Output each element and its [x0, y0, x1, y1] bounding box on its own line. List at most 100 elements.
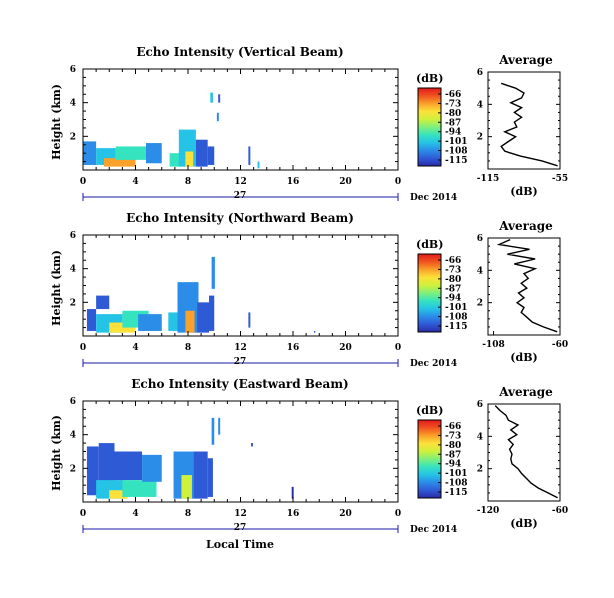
colorbar-tick-label: -101	[445, 469, 468, 479]
x-tick-label: 16	[287, 343, 300, 353]
x-tick-label: 16	[287, 509, 300, 519]
colorbar-tick-label: -73	[445, 99, 461, 109]
average-y-tick-label: 2	[477, 465, 483, 475]
average-xlabel: (dB)	[510, 351, 537, 364]
average-y-tick-label: 6	[477, 234, 483, 244]
colorbar-tick-label: -80	[445, 441, 461, 451]
colorbar-tick-label: -115	[445, 156, 468, 166]
colorbar-tick-label: -108	[445, 479, 468, 489]
average-x-tick-label: -60	[552, 340, 568, 350]
heatmap-cell	[169, 153, 181, 167]
heatmap-cell	[257, 161, 260, 169]
x-tick-label: 8	[185, 509, 191, 519]
colorbar-tick-label: -87	[445, 284, 461, 294]
date-bar: 27 Dec 2014	[82, 191, 457, 203]
heatmap-area	[82, 234, 399, 337]
colorbar-unit: (dB)	[416, 238, 443, 251]
x-tick-label: 4	[132, 177, 138, 187]
colorbar-gradient	[417, 419, 442, 499]
heatmap-cell	[96, 295, 110, 310]
heatmap-cell	[195, 139, 208, 167]
heatmap-cell	[209, 295, 215, 331]
colorbar-tick-label: -94	[445, 460, 461, 470]
panel-eastward: Echo Intensity (Eastward Beam) Height (k…	[50, 377, 568, 535]
average-title: Average	[498, 219, 553, 233]
panel-northward: Echo Intensity (Northward Beam) Height (…	[50, 211, 568, 369]
y-tick-label: 4	[70, 431, 76, 441]
heatmap-cell	[211, 417, 215, 445]
x-tick-label: 8	[185, 343, 191, 353]
heatmap-cell	[138, 314, 162, 331]
average-x-tick-label: -108	[482, 340, 505, 350]
day-label: 27	[234, 357, 247, 367]
average-y-tick-label: 6	[477, 400, 483, 410]
x-tick-label: 20	[339, 509, 352, 519]
panel-title: Echo Intensity (Vertical Beam)	[136, 45, 343, 59]
colorbar-gradient	[417, 253, 442, 333]
heatmap-area	[82, 68, 399, 171]
colorbar-tick-label: -101	[445, 303, 468, 313]
colorbar-tick-label: -73	[445, 265, 461, 275]
average-y-tick-label: 2	[477, 299, 483, 309]
average-y-tick-label: 4	[477, 266, 483, 276]
colorbar-gradient	[417, 87, 442, 167]
heatmap-cell	[86, 446, 99, 496]
heatmap-cell	[142, 454, 162, 482]
heatmap-cell	[207, 458, 213, 497]
x-tick-labels: 0 4 8 12 16 20 0	[80, 177, 401, 187]
x-tick-labels: 0 4 8 12 16 20 0	[80, 343, 401, 353]
x-axis-label: Local Time	[206, 538, 274, 551]
average-profile-line	[496, 238, 558, 333]
heatmap-cell	[251, 443, 253, 447]
y-tick-label: 6	[70, 397, 76, 407]
colorbar: -66-73-80-87-94-101-108-115	[417, 87, 468, 167]
heatmap-cell	[218, 94, 221, 103]
x-tick-label: 0	[395, 509, 401, 519]
colorbar-tick-label: -66	[445, 90, 461, 100]
date-bar: 27 Dec 2014	[82, 357, 457, 369]
colorbar-tick-label: -94	[445, 128, 461, 138]
heatmap-cell	[291, 486, 294, 499]
heatmap-cell	[83, 141, 97, 165]
panel-title: Echo Intensity (Northward Beam)	[126, 211, 354, 225]
heatmap-cell	[104, 158, 136, 167]
colorbar-tick-label: -66	[445, 422, 461, 432]
average-profile: 2 4 6 -108 -60	[477, 234, 568, 350]
average-x-tick-label: -120	[477, 506, 500, 516]
heatmap-cell	[86, 309, 97, 331]
colorbar-unit: (dB)	[416, 72, 443, 85]
x-tick-label: 4	[132, 509, 138, 519]
heatmap-cell	[168, 312, 181, 331]
heatmap-cell	[185, 151, 194, 167]
x-tick-label: 0	[80, 343, 86, 353]
colorbar-tick-label: -108	[445, 147, 468, 157]
heatmap-cell	[210, 92, 213, 103]
average-xlabel: (dB)	[510, 185, 537, 198]
colorbar-tick-label: -66	[445, 256, 461, 266]
colorbar-tick-label: -87	[445, 450, 461, 460]
y-axis-label: Height (km)	[50, 415, 63, 491]
x-tick-label: 20	[339, 343, 352, 353]
heatmap-cell	[193, 451, 208, 499]
panel-title: Echo Intensity (Eastward Beam)	[131, 377, 348, 391]
y-tick-label: 4	[70, 99, 76, 109]
average-y-tick-label: 4	[477, 100, 483, 110]
panel-vertical: Echo Intensity (Vertical Beam) Height (k…	[50, 45, 568, 203]
colorbar-tick-label: -80	[445, 109, 461, 119]
y-tick-label: 4	[70, 265, 76, 275]
heatmap-cell	[146, 143, 162, 164]
average-xlabel: (dB)	[510, 517, 537, 530]
heatmap-cell	[218, 417, 221, 435]
heatmap-cell	[248, 312, 251, 328]
y-tick-label: 6	[70, 65, 76, 75]
colorbar-tick-label: -87	[445, 118, 461, 128]
y-tick-label: 2	[70, 298, 76, 308]
date-bar: 27 Dec 2014	[82, 523, 457, 535]
colorbar-tick-label: -94	[445, 294, 461, 304]
colorbar-tick-label: -80	[445, 275, 461, 285]
x-tick-label: 12	[234, 509, 247, 519]
y-tick-labels: 2 4 6	[70, 397, 76, 474]
average-profile: 2 4 6 -115 -55	[477, 68, 568, 184]
plot-frame	[487, 71, 561, 170]
